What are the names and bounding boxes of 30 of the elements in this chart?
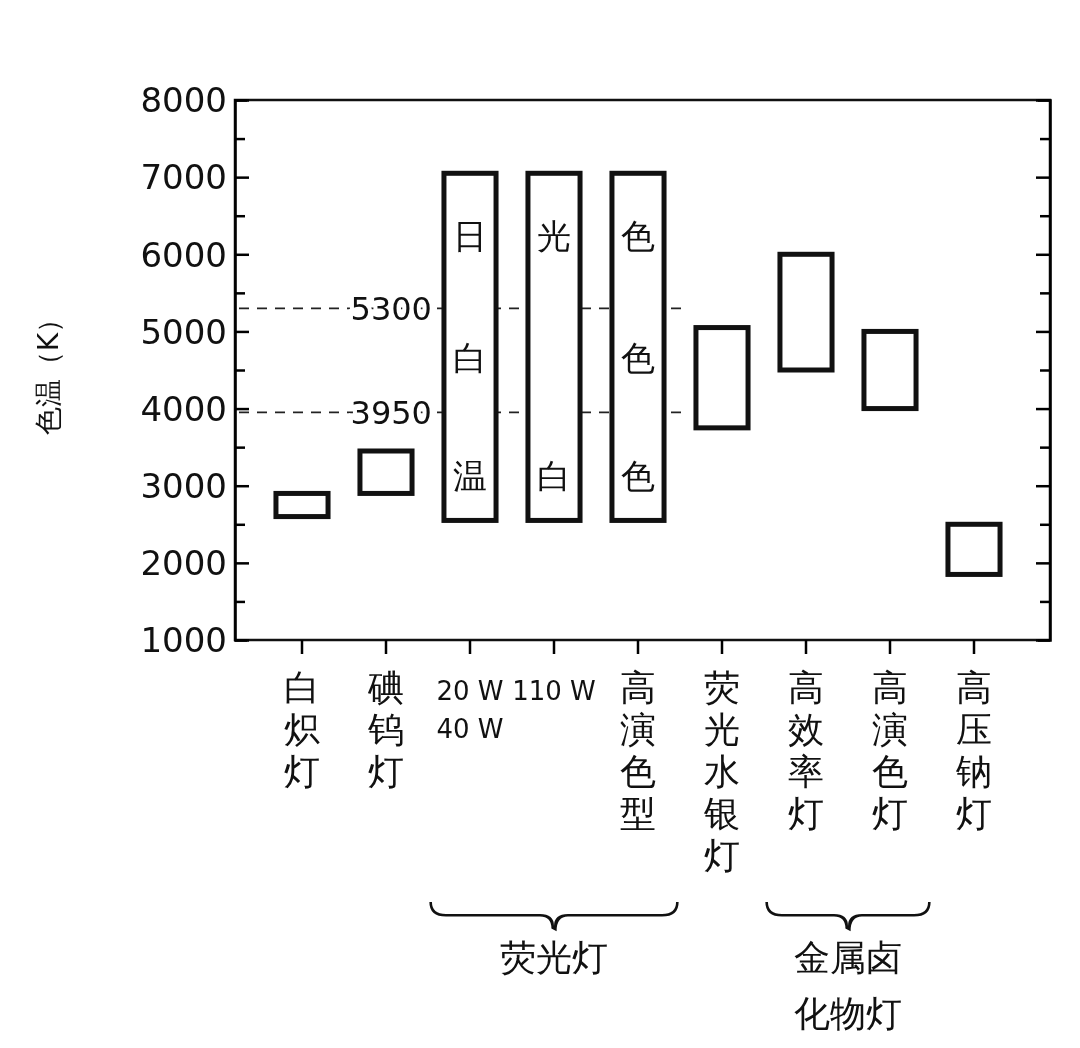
y-tick-label: 7000 bbox=[140, 157, 227, 198]
y-tick-label: 4000 bbox=[140, 388, 227, 429]
annotation: 白 bbox=[537, 455, 571, 496]
y-tick-label: 3000 bbox=[140, 465, 227, 506]
y-tick-label: 5000 bbox=[140, 311, 227, 352]
annotation: 色 bbox=[621, 455, 655, 496]
x-tick-label: 高压钠灯 bbox=[955, 667, 992, 834]
annotation: 温 bbox=[453, 455, 487, 496]
y-tick-label: 2000 bbox=[140, 543, 227, 584]
ref-line-label: 3950 bbox=[350, 393, 432, 432]
annotation: 日 bbox=[453, 216, 487, 257]
text: 金属卤化物灯 bbox=[794, 937, 902, 1034]
x-tick-label: 高演色灯 bbox=[872, 667, 908, 834]
y-axis-title: 色温（K） bbox=[32, 304, 65, 436]
x-tick-label: 20 W 40 W bbox=[436, 676, 504, 744]
y-tick-label: 1000 bbox=[140, 620, 227, 661]
annotation: 色 bbox=[621, 216, 655, 257]
y-tick-label: 8000 bbox=[140, 80, 227, 121]
x-tick-label: 碘钨灯 bbox=[367, 667, 404, 792]
annotation: 白 bbox=[453, 337, 487, 378]
x-tick-label: 白炽灯 bbox=[284, 667, 320, 792]
x-tick-label: 高效率灯 bbox=[788, 667, 824, 834]
ref-line-label: 5300 bbox=[350, 289, 432, 328]
x-tick-label: 110 W bbox=[512, 676, 596, 706]
x-tick-label: 高演色型 bbox=[620, 667, 656, 834]
annotation: 色 bbox=[621, 337, 655, 378]
y-tick-label: 6000 bbox=[140, 234, 227, 275]
x-tick-label: 荧光水银灯 bbox=[703, 667, 740, 876]
annotation: 光 bbox=[537, 216, 571, 257]
text: 荧光灯 bbox=[500, 937, 608, 978]
